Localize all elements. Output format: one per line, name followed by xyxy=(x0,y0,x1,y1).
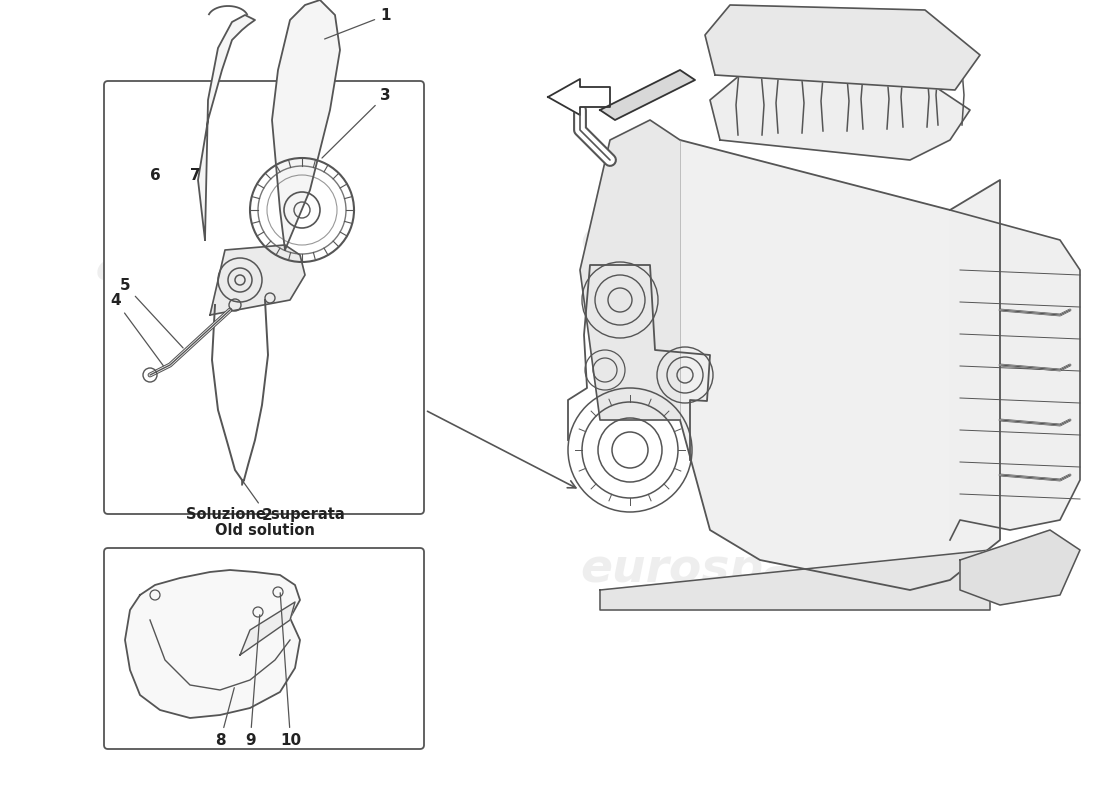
Polygon shape xyxy=(680,140,1000,590)
FancyBboxPatch shape xyxy=(104,81,424,514)
Polygon shape xyxy=(210,245,305,315)
Polygon shape xyxy=(580,120,680,420)
Polygon shape xyxy=(600,70,695,120)
Polygon shape xyxy=(548,79,610,115)
Polygon shape xyxy=(960,530,1080,605)
Text: eurospares: eurospares xyxy=(581,547,879,593)
Text: 3: 3 xyxy=(322,88,390,158)
Polygon shape xyxy=(125,570,300,718)
Text: Old solution: Old solution xyxy=(216,523,315,538)
Text: 8: 8 xyxy=(214,688,234,748)
Text: eurospares: eurospares xyxy=(581,218,879,262)
FancyBboxPatch shape xyxy=(104,548,424,749)
Text: eurospares: eurospares xyxy=(104,598,316,631)
Text: 9: 9 xyxy=(245,614,260,748)
Text: 5: 5 xyxy=(120,278,183,348)
Text: Soluzione superata: Soluzione superata xyxy=(186,507,344,522)
Text: 1: 1 xyxy=(324,8,390,39)
Text: 4: 4 xyxy=(110,293,164,366)
Text: 10: 10 xyxy=(280,593,301,748)
Text: eurospares: eurospares xyxy=(96,253,324,287)
Polygon shape xyxy=(198,15,255,240)
Polygon shape xyxy=(240,602,295,655)
Polygon shape xyxy=(710,70,970,160)
Text: 7: 7 xyxy=(190,168,200,183)
Text: 6: 6 xyxy=(150,168,161,183)
Polygon shape xyxy=(600,550,990,610)
Text: 2: 2 xyxy=(243,482,273,523)
Polygon shape xyxy=(705,5,980,90)
Polygon shape xyxy=(950,210,1080,540)
Polygon shape xyxy=(272,0,340,250)
